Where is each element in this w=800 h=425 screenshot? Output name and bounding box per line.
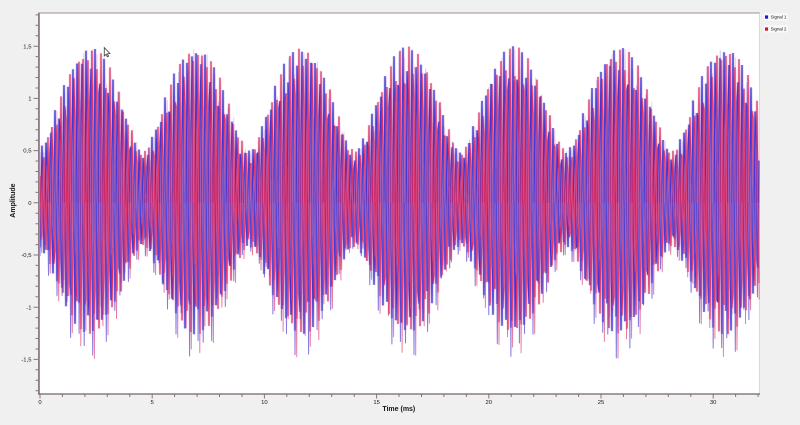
svg-text:0: 0: [38, 400, 42, 406]
svg-text:20: 20: [486, 400, 493, 406]
svg-text:1,5: 1,5: [23, 44, 32, 50]
svg-text:25: 25: [598, 400, 605, 406]
svg-text:-0,5: -0,5: [21, 253, 32, 259]
svg-text:Signal 2: Signal 2: [771, 26, 787, 31]
svg-text:5: 5: [151, 400, 155, 406]
svg-text:Amplitude: Amplitude: [10, 183, 17, 217]
svg-text:15: 15: [373, 400, 380, 406]
svg-text:0: 0: [28, 201, 32, 207]
svg-text:30: 30: [710, 400, 717, 406]
svg-text:-1,5: -1,5: [21, 358, 32, 364]
svg-text:10: 10: [261, 400, 268, 406]
svg-text:Time (ms): Time (ms): [382, 406, 415, 413]
svg-text:1: 1: [28, 97, 31, 103]
svg-text:0,5: 0,5: [23, 149, 32, 155]
svg-text:Signal 1: Signal 1: [771, 14, 787, 19]
svg-text:-1: -1: [26, 305, 31, 311]
